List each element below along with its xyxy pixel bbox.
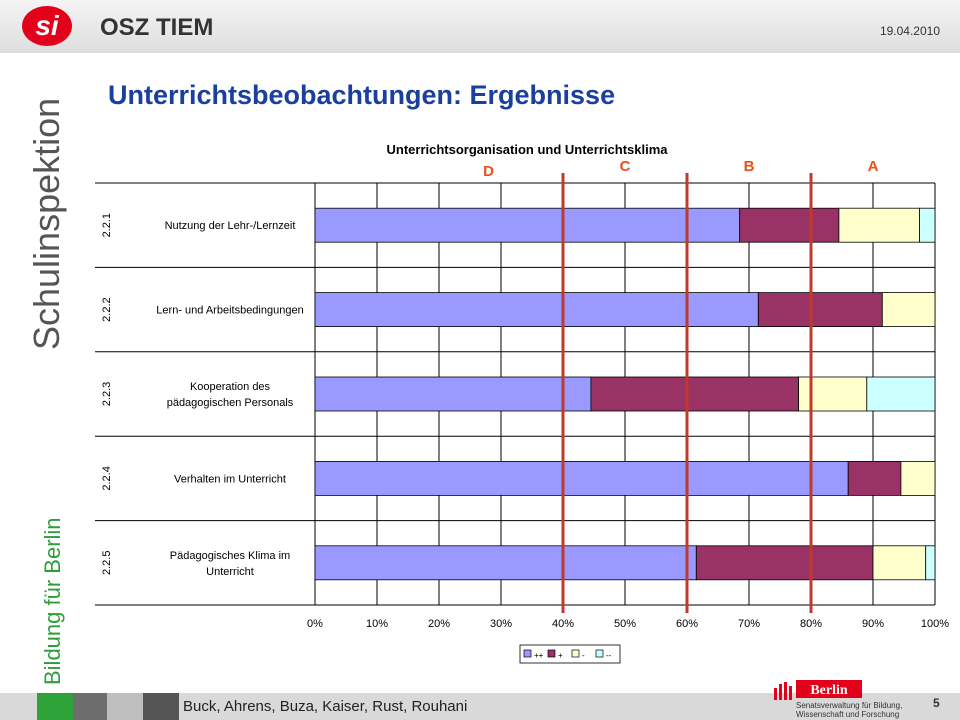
senat-logo-line1: Senatsverwaltung für Bildung,: [796, 701, 902, 710]
sidebar-subtitle: Bildung für Berlin: [40, 517, 65, 685]
bar-segment: [919, 207, 936, 243]
bar-segment: [838, 207, 920, 243]
bar-segment: [314, 460, 849, 496]
schulinspektion-logo: si: [22, 6, 72, 46]
x-tick-label: 40%: [552, 618, 574, 630]
footer-square-green: [37, 693, 73, 720]
x-tick-label: 50%: [614, 618, 636, 630]
legend-box: [519, 644, 621, 664]
bar-segment: [314, 207, 741, 243]
bar-segment: [695, 545, 874, 581]
page-number: 5: [933, 696, 940, 710]
bar-segment: [314, 545, 697, 581]
legend-swatch: [523, 649, 532, 658]
category-code: 2.2.1: [101, 213, 113, 237]
category-label: Nutzung der Lehr-/Lernzeit: [165, 220, 296, 232]
legend-label: +: [558, 651, 563, 660]
page-title: Unterrichtsbeobachtungen: Ergebnisse: [108, 80, 616, 110]
legend-swatch: [547, 649, 556, 658]
bar-segment: [881, 292, 936, 328]
bar-segment: [872, 545, 927, 581]
bar-segment: [757, 292, 883, 328]
senat-logo-line2: Wissenschaft und Forschung: [796, 710, 899, 719]
category-label: Kooperation des: [190, 381, 271, 393]
footer-authors: Buck, Ahrens, Buza, Kaiser, Rust, Rouhan…: [183, 698, 468, 715]
bar-segment: [590, 376, 799, 412]
legend-swatch: [595, 649, 604, 658]
school-title: OSZ TIEM: [100, 14, 214, 41]
bar-segment: [847, 460, 902, 496]
bar-segment: [739, 207, 840, 243]
x-tick-label: 100%: [921, 618, 949, 630]
legend-label: --: [606, 651, 612, 660]
bar-segment: [314, 376, 592, 412]
category-code: 2.2.3: [101, 382, 113, 406]
bar-segment: [798, 376, 868, 412]
bar-segment: [900, 460, 936, 496]
bar-segment: [314, 292, 759, 328]
zone-label: D: [483, 163, 494, 180]
legend-label: -: [582, 651, 585, 660]
date-label: 19.04.2010: [879, 24, 940, 38]
zone-label: C: [620, 158, 631, 175]
zone-label: A: [868, 158, 879, 175]
x-tick-label: 0%: [307, 618, 323, 630]
x-tick-label: 10%: [366, 618, 388, 630]
legend-swatch: [571, 649, 580, 658]
footer-square-darkgray: [73, 693, 107, 720]
bar-segment: [866, 376, 936, 412]
footer-square-gray: [107, 693, 143, 720]
x-tick-label: 90%: [862, 618, 884, 630]
senat-logo-name: Berlin: [810, 683, 848, 698]
x-tick-label: 70%: [738, 618, 760, 630]
category-code: 2.2.5: [101, 551, 113, 575]
x-tick-label: 60%: [676, 618, 698, 630]
senatsverwaltung-logo: Berlin Senatsverwaltung für Bildung, Wis…: [774, 680, 902, 719]
legend-label: ++: [534, 651, 544, 660]
category-label: Pädagogisches Klima im: [170, 550, 290, 562]
category-label: Unterricht: [206, 566, 254, 578]
x-tick-label: 80%: [800, 618, 822, 630]
category-code: 2.2.2: [101, 297, 113, 321]
footer-square-dark: [143, 693, 179, 720]
category-code: 2.2.4: [101, 466, 113, 490]
bar-segment: [925, 545, 936, 581]
chart-title: Unterrichtsorganisation und Unterrichtsk…: [387, 142, 669, 157]
sidebar-subtitle-vertical: Bildung für Berlin: [40, 517, 65, 685]
category-label: pädagogischen Personals: [167, 397, 294, 409]
sidebar-title-vertical: Schulinspektion: [26, 98, 67, 350]
footer-square: [0, 693, 37, 720]
category-label: Lern- und Arbeitsbedingungen: [156, 305, 303, 317]
zone-label: B: [744, 158, 755, 175]
header-bar: [0, 0, 960, 53]
category-label: Verhalten im Unterricht: [174, 473, 286, 485]
stacked-bar-chart: Unterrichtsorganisation und Unterrichtsk…: [95, 142, 949, 664]
x-tick-label: 30%: [490, 618, 512, 630]
svg-text:si: si: [35, 10, 60, 41]
sidebar-title: Schulinspektion: [26, 98, 67, 350]
x-tick-label: 20%: [428, 618, 450, 630]
